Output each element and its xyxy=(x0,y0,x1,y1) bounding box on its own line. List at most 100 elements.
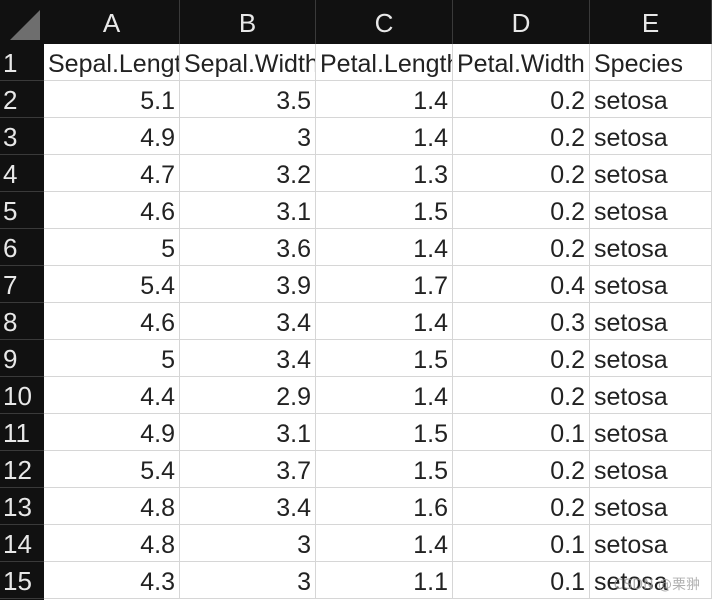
cell-e6[interactable]: setosa xyxy=(590,229,712,266)
cell-a11[interactable]: 4.9 xyxy=(44,414,180,451)
cell-d7[interactable]: 0.4 xyxy=(453,266,590,303)
cell-a7[interactable]: 5.4 xyxy=(44,266,180,303)
header-cell-d1[interactable]: Petal.Width xyxy=(453,44,590,81)
row-header-4[interactable]: 4 xyxy=(0,155,44,192)
cell-d6[interactable]: 0.2 xyxy=(453,229,590,266)
select-all-corner[interactable] xyxy=(0,0,44,44)
cell-e8[interactable]: setosa xyxy=(590,303,712,340)
cell-e12[interactable]: setosa xyxy=(590,451,712,488)
row-header-2[interactable]: 2 xyxy=(0,81,44,118)
cell-c12[interactable]: 1.5 xyxy=(316,451,453,488)
header-cell-c1[interactable]: Petal.Length xyxy=(316,44,453,81)
cell-b2[interactable]: 3.5 xyxy=(180,81,316,118)
cell-a6[interactable]: 5 xyxy=(44,229,180,266)
cell-c15[interactable]: 1.1 xyxy=(316,562,453,599)
cell-d13[interactable]: 0.2 xyxy=(453,488,590,525)
cell-e9[interactable]: setosa xyxy=(590,340,712,377)
cell-c2[interactable]: 1.4 xyxy=(316,81,453,118)
cell-a3[interactable]: 4.9 xyxy=(44,118,180,155)
cell-d11[interactable]: 0.1 xyxy=(453,414,590,451)
cell-a14[interactable]: 4.8 xyxy=(44,525,180,562)
cell-a10[interactable]: 4.4 xyxy=(44,377,180,414)
row-header-9[interactable]: 9 xyxy=(0,340,44,377)
cell-a5[interactable]: 4.6 xyxy=(44,192,180,229)
cell-b15[interactable]: 3 xyxy=(180,562,316,599)
row-header-8[interactable]: 8 xyxy=(0,303,44,340)
cell-d4[interactable]: 0.2 xyxy=(453,155,590,192)
cell-e7[interactable]: setosa xyxy=(590,266,712,303)
row-header-5[interactable]: 5 xyxy=(0,192,44,229)
cell-c6[interactable]: 1.4 xyxy=(316,229,453,266)
cell-a8[interactable]: 4.6 xyxy=(44,303,180,340)
cell-b7[interactable]: 3.9 xyxy=(180,266,316,303)
cell-c13[interactable]: 1.6 xyxy=(316,488,453,525)
cell-d8[interactable]: 0.3 xyxy=(453,303,590,340)
row-header-15[interactable]: 15 xyxy=(0,562,44,599)
row-header-3[interactable]: 3 xyxy=(0,118,44,155)
cell-e10[interactable]: setosa xyxy=(590,377,712,414)
cell-c11[interactable]: 1.5 xyxy=(316,414,453,451)
cell-b3[interactable]: 3 xyxy=(180,118,316,155)
cell-d10[interactable]: 0.2 xyxy=(453,377,590,414)
select-all-triangle-icon xyxy=(10,10,40,40)
cell-e5[interactable]: setosa xyxy=(590,192,712,229)
cell-d9[interactable]: 0.2 xyxy=(453,340,590,377)
watermark: CSDN @栗翀 xyxy=(613,577,700,593)
row-header-7[interactable]: 7 xyxy=(0,266,44,303)
column-header-a[interactable]: A xyxy=(44,0,180,44)
cell-a12[interactable]: 5.4 xyxy=(44,451,180,488)
cell-b13[interactable]: 3.4 xyxy=(180,488,316,525)
cell-e15[interactable]: setosa xyxy=(590,562,712,599)
row-header-12[interactable]: 12 xyxy=(0,451,44,488)
cell-b8[interactable]: 3.4 xyxy=(180,303,316,340)
row-header-10[interactable]: 10 xyxy=(0,377,44,414)
cell-d12[interactable]: 0.2 xyxy=(453,451,590,488)
cell-d5[interactable]: 0.2 xyxy=(453,192,590,229)
row-header-13[interactable]: 13 xyxy=(0,488,44,525)
header-cell-b1[interactable]: Sepal.Width xyxy=(180,44,316,81)
cell-b9[interactable]: 3.4 xyxy=(180,340,316,377)
row-header-11[interactable]: 11 xyxy=(0,414,44,451)
row-header-14[interactable]: 14 xyxy=(0,525,44,562)
cell-a4[interactable]: 4.7 xyxy=(44,155,180,192)
header-cell-e1[interactable]: Species xyxy=(590,44,712,81)
cell-a2[interactable]: 5.1 xyxy=(44,81,180,118)
header-cell-a1[interactable]: Sepal.Length xyxy=(44,44,180,81)
cell-b6[interactable]: 3.6 xyxy=(180,229,316,266)
row-header-6[interactable]: 6 xyxy=(0,229,44,266)
cell-e3[interactable]: setosa xyxy=(590,118,712,155)
cell-c10[interactable]: 1.4 xyxy=(316,377,453,414)
cell-b4[interactable]: 3.2 xyxy=(180,155,316,192)
cell-b11[interactable]: 3.1 xyxy=(180,414,316,451)
cell-e14[interactable]: setosa xyxy=(590,525,712,562)
cell-d15[interactable]: 0.1 xyxy=(453,562,590,599)
cell-a15[interactable]: 4.3 xyxy=(44,562,180,599)
cell-c8[interactable]: 1.4 xyxy=(316,303,453,340)
cell-d3[interactable]: 0.2 xyxy=(453,118,590,155)
row-header-1[interactable]: 1 xyxy=(0,44,44,81)
cell-b14[interactable]: 3 xyxy=(180,525,316,562)
column-header-d[interactable]: D xyxy=(453,0,590,44)
cell-d2[interactable]: 0.2 xyxy=(453,81,590,118)
cell-c4[interactable]: 1.3 xyxy=(316,155,453,192)
cell-c9[interactable]: 1.5 xyxy=(316,340,453,377)
column-header-c[interactable]: C xyxy=(316,0,453,44)
cell-c14[interactable]: 1.4 xyxy=(316,525,453,562)
column-header-e[interactable]: E xyxy=(590,0,712,44)
cell-b12[interactable]: 3.7 xyxy=(180,451,316,488)
cell-e2[interactable]: setosa xyxy=(590,81,712,118)
cell-a9[interactable]: 5 xyxy=(44,340,180,377)
cell-e13[interactable]: setosa xyxy=(590,488,712,525)
cell-b10[interactable]: 2.9 xyxy=(180,377,316,414)
cell-c5[interactable]: 1.5 xyxy=(316,192,453,229)
cell-e4[interactable]: setosa xyxy=(590,155,712,192)
cell-e11[interactable]: setosa xyxy=(590,414,712,451)
cell-b5[interactable]: 3.1 xyxy=(180,192,316,229)
cell-c7[interactable]: 1.7 xyxy=(316,266,453,303)
cell-c3[interactable]: 1.4 xyxy=(316,118,453,155)
cell-d14[interactable]: 0.1 xyxy=(453,525,590,562)
column-header-b[interactable]: B xyxy=(180,0,316,44)
cell-a13[interactable]: 4.8 xyxy=(44,488,180,525)
